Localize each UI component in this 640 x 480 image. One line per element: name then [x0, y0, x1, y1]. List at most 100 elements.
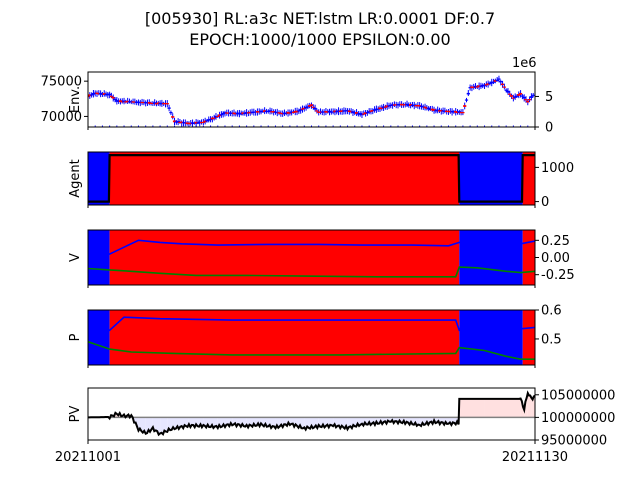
candle-body: [410, 104, 415, 107]
candle-body: [419, 105, 424, 107]
holdings-line: [88, 154, 535, 203]
x-tick-label: 20211001: [55, 450, 121, 465]
candle-body: [517, 94, 521, 96]
candle-body: [428, 108, 433, 111]
candle-body: [133, 101, 137, 103]
candle-body: [459, 111, 463, 114]
candle-body: [266, 110, 270, 112]
y-tick-label: 0.25: [541, 234, 570, 249]
candle-body: [372, 109, 377, 111]
candle-body: [468, 87, 472, 89]
candle-body: [448, 111, 452, 113]
candle-body: [160, 102, 164, 105]
candle-body: [272, 111, 276, 113]
candle-body: [97, 93, 101, 95]
candle-body: [380, 107, 384, 109]
loss-area: [160, 417, 168, 435]
action-region-buy: [522, 310, 535, 365]
candle-body: [354, 112, 359, 114]
y-axis-label: P: [68, 333, 83, 341]
candle-body: [504, 89, 508, 91]
gain-area: [459, 398, 485, 418]
candle-body: [317, 111, 321, 113]
candle-body: [214, 115, 218, 118]
candle-body: [196, 122, 200, 124]
candle-body: [457, 111, 461, 113]
candle-body: [416, 104, 420, 107]
candle-body: [91, 93, 96, 95]
candle-body: [111, 96, 115, 99]
candle-body: [477, 85, 481, 88]
candle-body: [401, 104, 406, 106]
action-region-buy: [522, 230, 535, 285]
candle-body: [369, 110, 373, 112]
candle-body: [488, 82, 492, 84]
gain-area: [527, 392, 532, 418]
candle-body: [293, 110, 297, 113]
series-line-1: [88, 316, 535, 340]
candle-body: [109, 95, 114, 98]
candle-body: [432, 109, 436, 111]
candle-body: [349, 111, 353, 113]
candle-body: [335, 111, 339, 113]
loss-area: [275, 417, 290, 428]
candle-body: [376, 108, 380, 110]
candle-body: [136, 101, 141, 104]
candle-body: [470, 86, 474, 89]
candle-body: [452, 111, 456, 113]
action-region-sell: [459, 230, 523, 285]
y-axis-label: Agent: [68, 159, 83, 197]
candle-body: [482, 84, 487, 87]
candle-body: [389, 104, 393, 106]
candle-body: [318, 111, 323, 113]
candle-body: [336, 110, 341, 113]
candle-body: [524, 99, 528, 101]
candle-body: [290, 111, 294, 114]
candle-body: [226, 112, 231, 114]
candle-body: [147, 101, 151, 104]
candle-body: [192, 122, 196, 124]
candle-body: [327, 110, 332, 113]
candle-body: [250, 111, 254, 114]
y-axis-label: V: [68, 253, 83, 262]
y-tick-label: 0: [541, 195, 549, 210]
candle-body: [208, 118, 213, 121]
candle-body: [495, 79, 499, 81]
candle-body: [100, 93, 105, 95]
candle-body: [297, 110, 301, 112]
y-tick-label: 1000: [541, 161, 574, 176]
candle-body: [326, 111, 330, 113]
candle-body: [445, 110, 449, 113]
candle-body: [425, 107, 429, 109]
candle-body: [108, 93, 112, 96]
candle-body: [531, 94, 535, 96]
candle-body: [427, 107, 431, 110]
candle-body: [407, 104, 411, 106]
candle-body: [198, 121, 202, 124]
candle-body: [207, 119, 211, 121]
candle-body: [270, 111, 274, 113]
candle-body: [277, 112, 281, 114]
candle-body: [261, 111, 265, 113]
candle-body: [409, 104, 413, 106]
candle-body: [475, 86, 479, 88]
candle-body: [418, 105, 422, 107]
candle-body: [302, 107, 306, 109]
candle-body: [93, 92, 97, 94]
gain-area: [484, 398, 521, 418]
candle-body: [106, 93, 110, 96]
candle-body: [172, 120, 177, 123]
candle-body: [88, 94, 92, 97]
candle-body: [245, 112, 249, 114]
candle-body: [400, 103, 404, 106]
candle-body: [509, 95, 514, 97]
candle-body: [322, 111, 326, 113]
candle-body: [383, 106, 387, 108]
candle-body: [163, 102, 168, 105]
candle-body: [446, 110, 451, 113]
y-tick-label: 0.00: [541, 251, 570, 266]
candle-body: [263, 110, 267, 113]
candle-body: [439, 109, 443, 112]
candle-body: [455, 111, 460, 114]
y-tick-label: 100000000: [541, 411, 615, 426]
